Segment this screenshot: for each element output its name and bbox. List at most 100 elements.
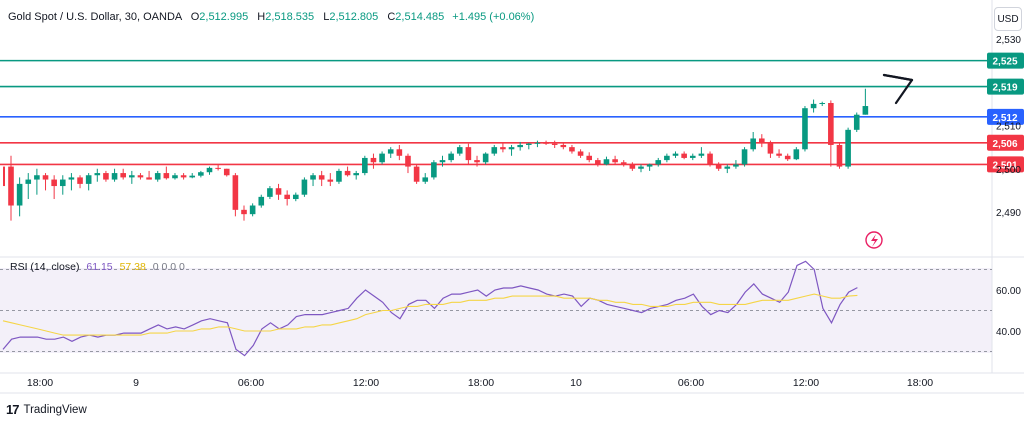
candle[interactable]: [508, 147, 515, 150]
candle[interactable]: [34, 175, 40, 180]
candle[interactable]: [517, 144, 523, 148]
candle[interactable]: [577, 151, 584, 156]
candle[interactable]: [810, 103, 817, 109]
candle[interactable]: [465, 147, 472, 161]
candle[interactable]: [595, 160, 601, 165]
rsi-ma-line[interactable]: [2, 293, 858, 336]
candle[interactable]: [172, 175, 178, 179]
candle[interactable]: [862, 106, 869, 115]
candle[interactable]: [353, 173, 359, 176]
candle[interactable]: [629, 164, 636, 169]
candle[interactable]: [793, 149, 800, 160]
candle[interactable]: [784, 155, 791, 160]
candle[interactable]: [802, 108, 808, 150]
candle[interactable]: [129, 175, 135, 178]
candle[interactable]: [249, 205, 256, 215]
candle[interactable]: [198, 172, 204, 176]
candle[interactable]: [59, 179, 66, 187]
candle[interactable]: [707, 153, 713, 165]
candle[interactable]: [301, 179, 308, 195]
candle[interactable]: [482, 153, 489, 163]
candle[interactable]: [25, 179, 32, 184]
candle[interactable]: [16, 183, 23, 206]
candle[interactable]: [776, 153, 782, 156]
candle[interactable]: [474, 160, 480, 163]
candle[interactable]: [456, 147, 463, 154]
candle[interactable]: [275, 188, 282, 195]
candle[interactable]: [362, 157, 368, 174]
candle[interactable]: [120, 173, 126, 178]
candle[interactable]: [560, 144, 567, 148]
candle[interactable]: [448, 153, 454, 161]
candle[interactable]: [379, 153, 385, 163]
symbol-title[interactable]: Gold Spot / U.S. Dollar, 30, OANDA: [8, 11, 182, 23]
candle[interactable]: [241, 209, 247, 215]
lightning-icon[interactable]: [865, 231, 883, 249]
candle[interactable]: [180, 175, 187, 178]
candle[interactable]: [85, 175, 92, 184]
candle[interactable]: [620, 162, 627, 165]
candle[interactable]: [724, 166, 731, 169]
candle[interactable]: [327, 179, 334, 182]
candle[interactable]: [853, 114, 860, 130]
candle[interactable]: [146, 177, 152, 180]
candle[interactable]: [223, 168, 230, 176]
candle[interactable]: [655, 160, 662, 165]
candle[interactable]: [111, 173, 118, 180]
candle[interactable]: [94, 173, 101, 176]
rsi-title[interactable]: RSI (14, close): [10, 261, 80, 273]
candle[interactable]: [431, 162, 437, 178]
currency-button[interactable]: USD: [994, 7, 1022, 31]
candle[interactable]: [232, 175, 239, 210]
candle[interactable]: [612, 159, 618, 163]
candle[interactable]: [828, 103, 834, 145]
candle[interactable]: [154, 173, 161, 180]
candle[interactable]: [819, 103, 826, 105]
candle[interactable]: [551, 143, 558, 145]
candle[interactable]: [534, 142, 541, 144]
candle[interactable]: [759, 138, 765, 143]
candle[interactable]: [405, 155, 411, 167]
candle[interactable]: [336, 170, 342, 182]
candle[interactable]: [526, 143, 532, 145]
candle[interactable]: [51, 179, 57, 187]
candle[interactable]: [741, 149, 748, 165]
arrow-drawing[interactable]: [882, 73, 914, 105]
candle[interactable]: [689, 155, 696, 158]
candle[interactable]: [836, 144, 843, 167]
candle[interactable]: [396, 149, 403, 156]
candle[interactable]: [318, 175, 325, 180]
candle[interactable]: [310, 175, 316, 180]
candle[interactable]: [344, 170, 351, 176]
candle[interactable]: [8, 166, 14, 206]
candle[interactable]: [439, 160, 446, 163]
candle[interactable]: [215, 167, 221, 169]
candle[interactable]: [387, 149, 394, 154]
candle[interactable]: [638, 166, 644, 169]
candle[interactable]: [500, 147, 506, 150]
candle[interactable]: [733, 164, 739, 167]
candle[interactable]: [569, 147, 575, 152]
candle[interactable]: [413, 166, 420, 182]
candle[interactable]: [137, 175, 144, 178]
candle[interactable]: [664, 155, 670, 161]
candle[interactable]: [767, 142, 774, 154]
candle[interactable]: [206, 167, 213, 173]
candle[interactable]: [672, 153, 679, 156]
candle[interactable]: [646, 164, 653, 167]
candle[interactable]: [681, 153, 687, 158]
candle[interactable]: [292, 194, 299, 200]
candle[interactable]: [586, 155, 593, 161]
candle[interactable]: [491, 147, 498, 154]
candle[interactable]: [603, 159, 610, 165]
candle[interactable]: [68, 177, 75, 180]
candle[interactable]: [750, 138, 756, 150]
candle[interactable]: [698, 153, 705, 156]
candle[interactable]: [189, 175, 196, 178]
candle[interactable]: [284, 194, 290, 200]
candle[interactable]: [422, 177, 429, 182]
candle[interactable]: [103, 173, 109, 180]
candle[interactable]: [267, 188, 273, 197]
price-pane[interactable]: [0, 0, 992, 256]
candle[interactable]: [370, 157, 377, 163]
